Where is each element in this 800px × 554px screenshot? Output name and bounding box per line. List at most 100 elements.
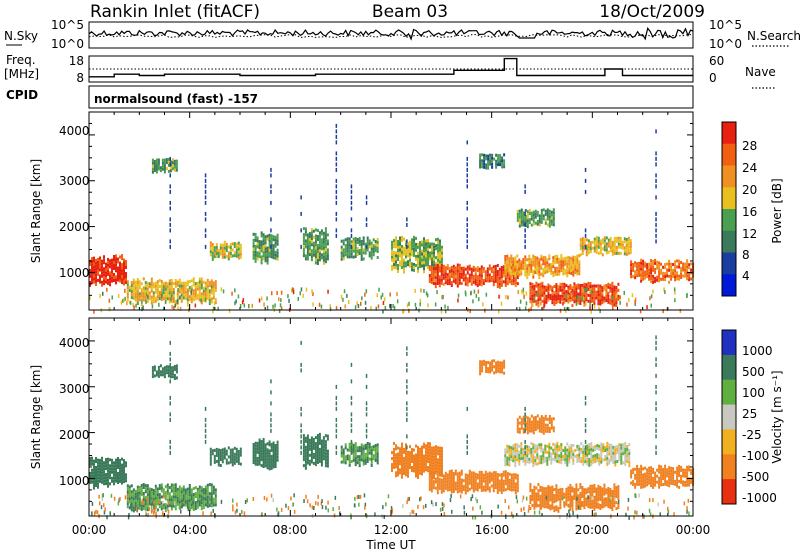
heatmap-cell bbox=[397, 452, 399, 456]
heatmap-speckle bbox=[378, 287, 380, 292]
heatmap-cell bbox=[496, 473, 499, 476]
heatmap-cell bbox=[119, 467, 121, 471]
heatmap-cell bbox=[166, 291, 169, 295]
heatmap-speckle bbox=[141, 307, 143, 312]
heatmap-streak bbox=[270, 189, 272, 194]
heatmap-cell bbox=[431, 455, 433, 459]
heatmap-cell bbox=[648, 262, 651, 266]
heatmap-cell bbox=[117, 460, 119, 463]
heatmap-cell bbox=[256, 444, 259, 448]
heatmap-cell bbox=[546, 217, 549, 221]
heatmap-cell bbox=[486, 270, 489, 274]
heatmap-cell bbox=[146, 493, 149, 497]
heatmap-cell bbox=[531, 504, 534, 507]
heatmap-cell bbox=[623, 246, 626, 250]
heatmap-cell bbox=[304, 463, 307, 467]
heatmap-cell bbox=[419, 468, 421, 472]
heatmap-cell bbox=[450, 490, 453, 494]
heatmap-cell bbox=[470, 483, 473, 487]
heatmap-cell bbox=[516, 455, 519, 459]
heatmap-cell bbox=[441, 257, 443, 261]
heatmap-cell bbox=[576, 257, 579, 261]
heatmap-cell bbox=[530, 453, 533, 457]
heatmap-cell bbox=[399, 239, 401, 243]
heatmap-cell bbox=[209, 453, 212, 457]
heatmap-cell bbox=[126, 484, 129, 488]
heatmap-cell bbox=[480, 277, 483, 281]
heatmap-speckle bbox=[662, 309, 664, 314]
heatmap-cell bbox=[405, 464, 407, 468]
heatmap-cell bbox=[391, 252, 393, 256]
heatmap-speckle bbox=[124, 296, 126, 301]
heatmap-cell bbox=[458, 480, 461, 484]
freq-label: Freq. bbox=[6, 53, 36, 67]
heatmap-cell bbox=[484, 479, 487, 483]
heatmap-cell bbox=[625, 238, 628, 241]
freq-right-tick-top: 60 bbox=[709, 54, 724, 68]
heatmap-cell bbox=[450, 469, 453, 473]
heatmap-cell bbox=[541, 284, 544, 288]
heatmap-cell bbox=[117, 475, 119, 478]
heatmap-cell bbox=[536, 453, 539, 457]
heatmap-cell bbox=[603, 284, 606, 288]
heatmap-cell bbox=[576, 272, 579, 276]
heatmap-cell bbox=[235, 242, 238, 246]
heatmap-cell bbox=[512, 459, 515, 463]
heatmap-cell bbox=[506, 484, 509, 488]
heatmap-cell bbox=[324, 233, 327, 237]
heatmap-cell bbox=[423, 463, 425, 467]
heatmap-cell bbox=[577, 295, 580, 299]
heatmap-cell bbox=[136, 299, 139, 302]
heatmap-cell bbox=[460, 472, 463, 476]
heatmap-cell bbox=[370, 247, 373, 251]
heatmap-cell bbox=[151, 369, 154, 373]
heatmap-cell bbox=[600, 451, 603, 455]
heatmap-cell bbox=[180, 296, 183, 300]
heatmap-cell bbox=[326, 449, 329, 453]
heatmap-cell bbox=[111, 464, 113, 468]
heatmap-cell bbox=[510, 473, 513, 477]
heatmap-cell bbox=[544, 271, 547, 275]
heatmap-cell bbox=[550, 458, 553, 462]
heatmap-cell bbox=[368, 242, 371, 246]
heatmap-cell bbox=[154, 496, 157, 500]
heatmap-speckle bbox=[170, 297, 172, 302]
heatmap-cell bbox=[458, 489, 461, 493]
heatmap-cell bbox=[318, 240, 321, 244]
heatmap-cell bbox=[579, 302, 582, 305]
heatmap-speckle bbox=[444, 304, 446, 309]
heatmap-cell bbox=[652, 262, 655, 266]
heatmap-cell bbox=[358, 237, 361, 240]
heatmap-cell bbox=[429, 257, 431, 261]
heatmap-cell bbox=[350, 240, 353, 244]
heatmap-cell bbox=[150, 503, 153, 507]
heatmap-cell bbox=[533, 491, 536, 495]
heatmap-cell bbox=[276, 443, 279, 447]
heatmap-cell bbox=[562, 454, 565, 458]
heatmap-cell bbox=[538, 276, 541, 280]
heatmap-cell bbox=[497, 157, 500, 161]
heatmap-cell bbox=[115, 470, 117, 474]
heatmap-cell bbox=[604, 458, 607, 461]
heatmap-cell bbox=[413, 253, 415, 257]
heatmap-cell bbox=[579, 253, 582, 257]
heatmap-cell bbox=[136, 488, 139, 492]
heatmap-cell bbox=[425, 459, 427, 463]
heatmap-cell bbox=[512, 473, 515, 477]
heatmap-cell bbox=[656, 260, 659, 264]
heatmap-speckle bbox=[542, 306, 545, 311]
heatmap-cell bbox=[612, 451, 615, 455]
heatmap-cell bbox=[366, 460, 369, 463]
heatmap-cell bbox=[619, 245, 622, 249]
heatmap-speckle bbox=[396, 292, 398, 297]
heatmap-cell bbox=[557, 285, 560, 289]
heatmap-speckle bbox=[634, 297, 637, 302]
heatmap-cell bbox=[532, 428, 535, 432]
heatmap-cell bbox=[376, 455, 379, 459]
heatmap-cell bbox=[399, 453, 401, 457]
heatmap-cell bbox=[476, 278, 479, 282]
heatmap-cell bbox=[156, 295, 159, 299]
heatmap-cell bbox=[431, 449, 433, 453]
heatmap-cell bbox=[562, 457, 565, 461]
heatmap-cell bbox=[186, 487, 189, 491]
